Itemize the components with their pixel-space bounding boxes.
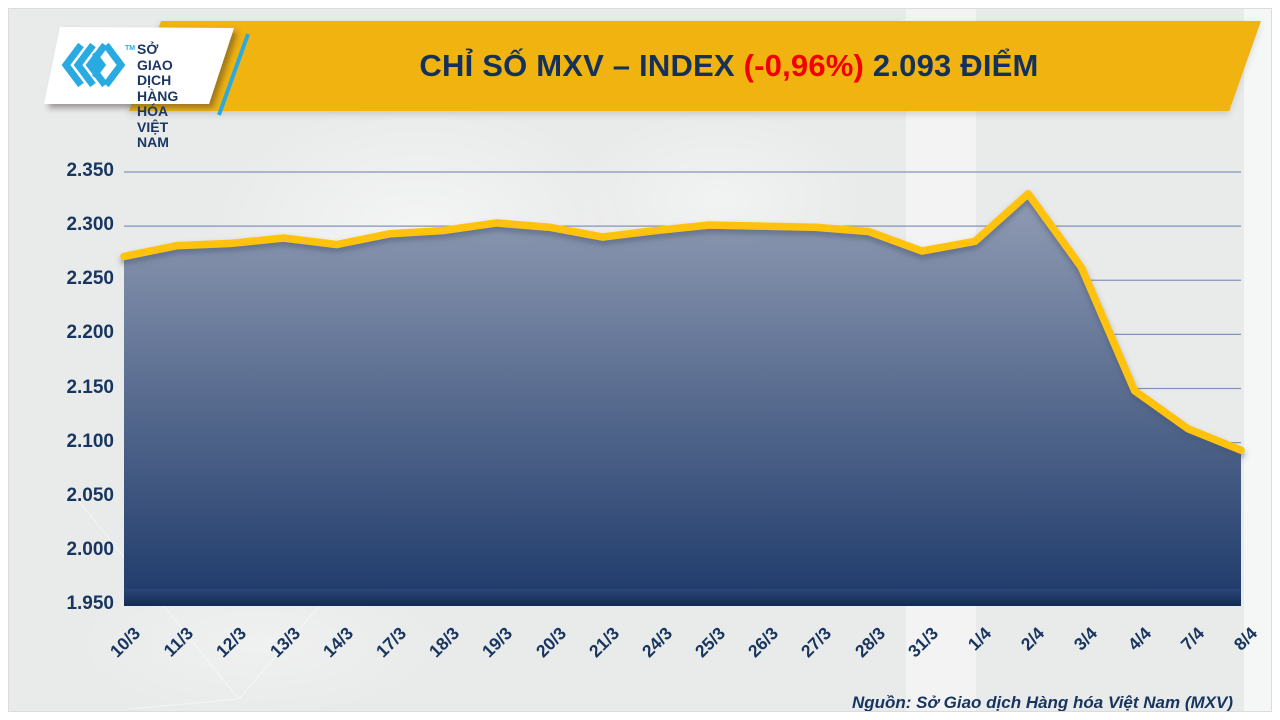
index-area-chart: [120, 171, 1245, 606]
logo-line-3: VIỆT NAM: [137, 118, 169, 150]
y-tick-label: 1.950: [66, 593, 114, 614]
y-tick-label: 2.000: [66, 538, 114, 560]
title-points: 2.093 ĐIỂM: [864, 48, 1039, 83]
logo-wordmark: SỞ GIAO DỊCH HÀNG HÓA VIỆT NAM: [137, 41, 179, 151]
logo-line-1: SỞ GIAO DỊCH: [137, 41, 173, 88]
x-axis-line: [124, 589, 1241, 606]
title-change-percent: (-0,96%): [743, 48, 865, 83]
y-tick-label: 2.100: [66, 430, 114, 452]
logo-line-2: HÀNG HÓA: [137, 87, 179, 119]
y-tick-label: 2.050: [66, 484, 114, 506]
y-tick-label: 2.200: [66, 322, 114, 344]
y-tick-label: 2.350: [66, 160, 114, 181]
y-tick-label: 2.250: [66, 268, 114, 290]
chart-title: CHỈ SỐ MXV – INDEX (-0,96%) 2.093 ĐIỂM: [249, 21, 1209, 111]
source-note: Nguồn: Sở Giao dịch Hàng hóa Việt Nam (M…: [851, 693, 1233, 712]
y-tick-label: 2.150: [66, 376, 114, 398]
index-line: [120, 189, 1245, 454]
trademark-symbol: TM: [125, 45, 136, 52]
title-main: CHỈ SỐ MXV – INDEX: [419, 48, 744, 83]
y-tick-label: 2.300: [66, 214, 114, 236]
area-fill: [124, 193, 1241, 605]
infographic-canvas: CHỈ SỐ MXV – INDEX (-0,96%) 2.093 ĐIỂM T…: [8, 8, 1272, 712]
